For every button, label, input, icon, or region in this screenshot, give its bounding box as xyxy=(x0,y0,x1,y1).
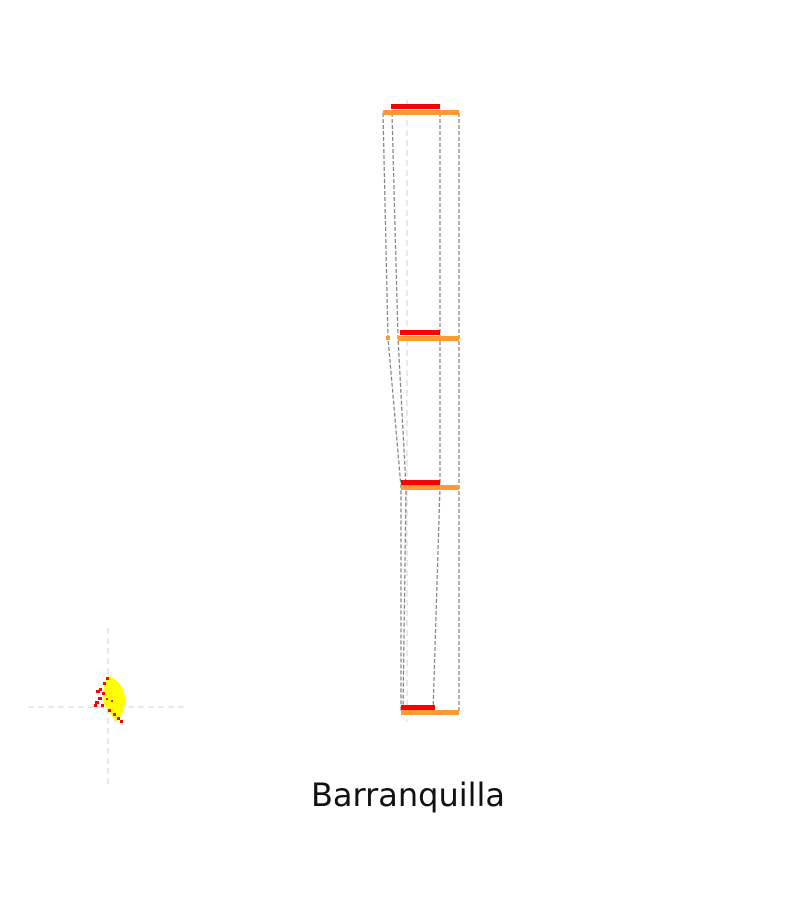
guide-line-mid xyxy=(432,113,441,713)
city-name-label: Barranquilla xyxy=(310,776,506,814)
guide-line-left-outer xyxy=(382,112,402,712)
level-4 xyxy=(401,705,459,715)
level-2-upper-bar xyxy=(400,330,440,335)
level-1-upper-bar xyxy=(391,104,440,109)
level-4-lower-bar xyxy=(401,710,459,715)
level-1-lower-bar xyxy=(383,110,459,115)
level-1 xyxy=(383,104,459,115)
level-3 xyxy=(401,480,459,490)
guide-line-left-inner xyxy=(391,112,407,713)
level-2-lower-bar xyxy=(398,336,459,341)
guide-lines xyxy=(382,112,460,713)
level-3-upper-bar xyxy=(401,480,440,485)
blob-edge-pixels xyxy=(94,677,123,723)
level-2-lower-bar-small xyxy=(386,336,390,340)
level-4-upper-bar xyxy=(401,705,435,710)
location-marker xyxy=(28,628,188,788)
level-2 xyxy=(386,330,459,341)
level-3-lower-bar xyxy=(401,485,459,490)
